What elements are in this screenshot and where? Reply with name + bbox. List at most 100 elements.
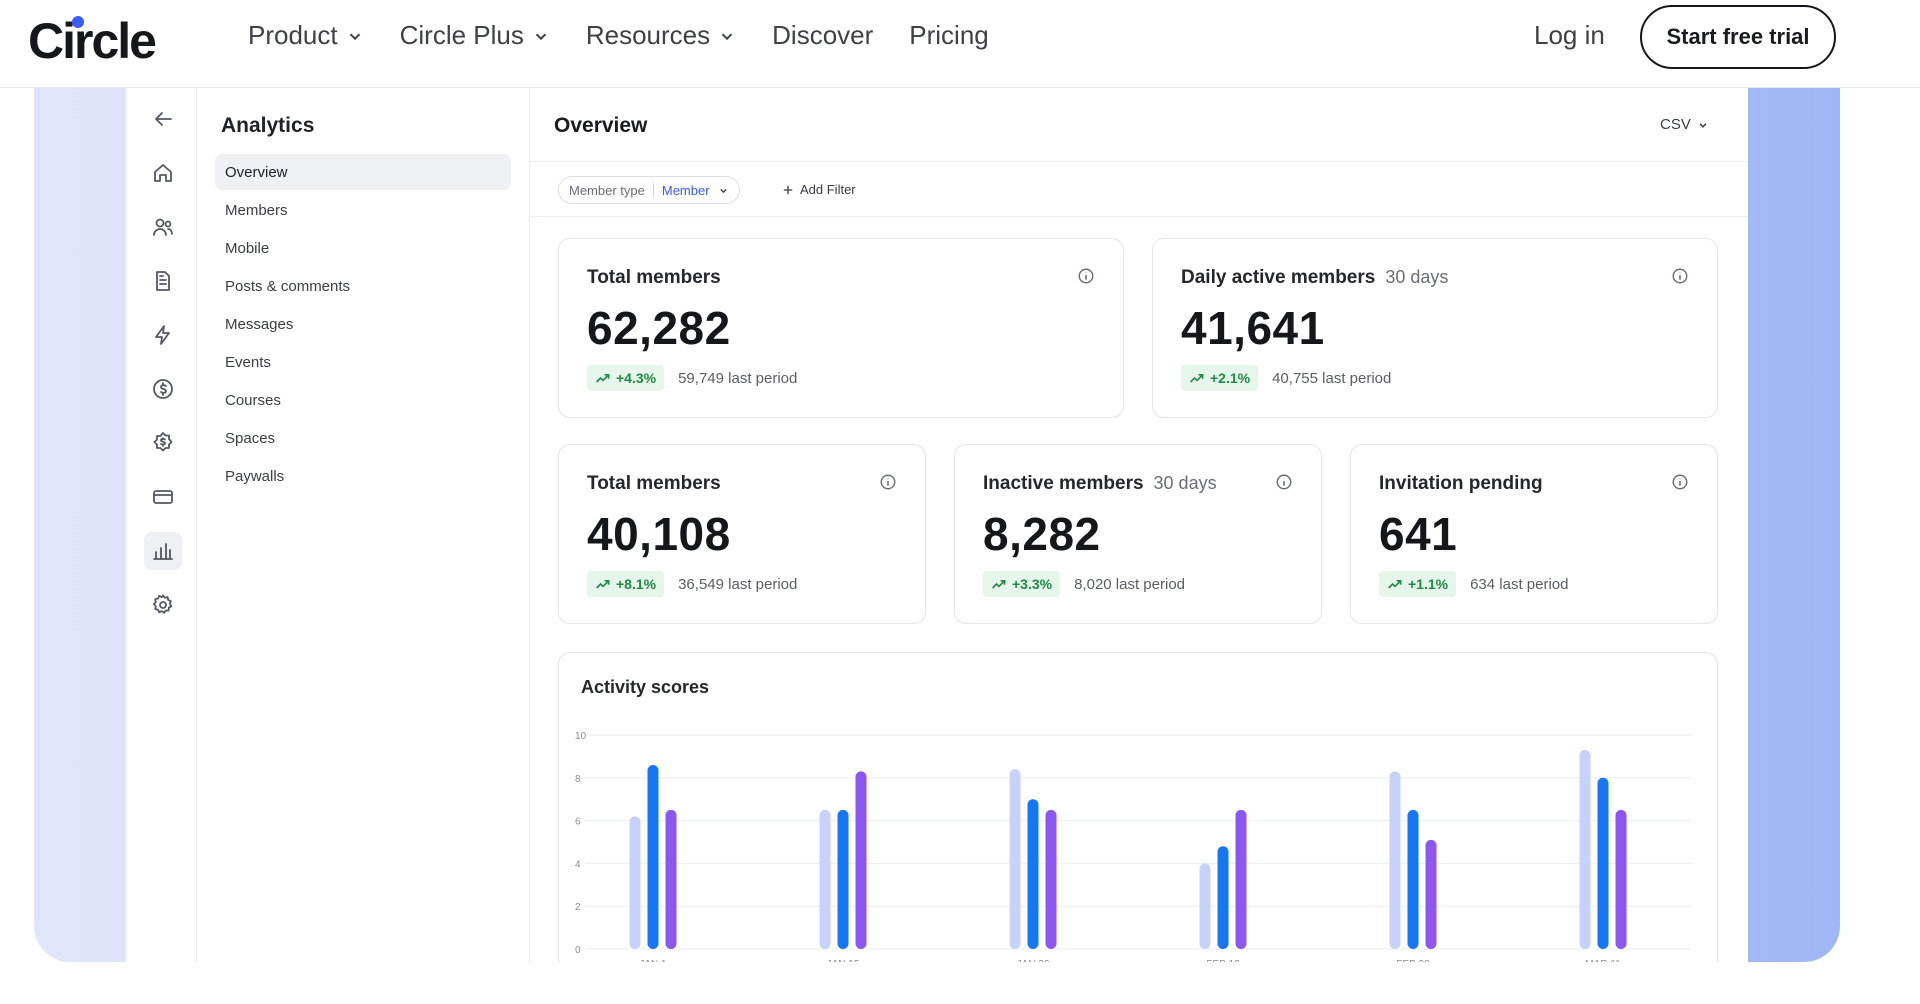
document-icon[interactable] bbox=[144, 262, 182, 300]
nav-product[interactable]: Product bbox=[248, 20, 364, 51]
chart-title: Activity scores bbox=[581, 677, 710, 697]
x-tick-label: JAN 29 bbox=[1017, 959, 1050, 962]
chart-bar bbox=[1579, 749, 1591, 949]
delta-text: +3.3% bbox=[1012, 576, 1053, 592]
chevron-down-icon bbox=[719, 188, 727, 193]
circle-logo[interactable]: Circle bbox=[28, 13, 157, 69]
chart-bar bbox=[1027, 799, 1039, 949]
card-title: Invitation pending bbox=[1379, 473, 1543, 495]
delta-badge: +8.1% bbox=[587, 571, 665, 597]
card-title-text: Total members bbox=[587, 473, 721, 494]
stat-card-total-members: Total members 62,282 +4.3% 59,749 last p… bbox=[558, 238, 1124, 418]
chart-bar bbox=[1217, 846, 1229, 949]
last-period: 40,755 last period bbox=[1272, 369, 1392, 387]
delta-badge: +3.3% bbox=[983, 571, 1061, 597]
last-period: 59,749 last period bbox=[678, 369, 798, 387]
nav-discover[interactable]: Discover bbox=[772, 20, 873, 51]
nav-product-label: Product bbox=[248, 20, 338, 50]
info-icon[interactable] bbox=[1671, 267, 1689, 285]
nav-pricing[interactable]: Pricing bbox=[909, 20, 988, 51]
dollar-icon[interactable] bbox=[144, 370, 182, 408]
chevron-down-icon bbox=[1699, 122, 1707, 128]
delta-badge: +2.1% bbox=[1181, 365, 1259, 391]
sidebar-item-overview[interactable]: Overview bbox=[215, 154, 511, 190]
trend-up-icon bbox=[1190, 374, 1204, 383]
info-icon[interactable] bbox=[1275, 473, 1293, 491]
delta-text: +4.3% bbox=[616, 370, 657, 386]
home-icon[interactable] bbox=[144, 154, 182, 192]
bar-chart-icon[interactable] bbox=[144, 532, 182, 570]
csv-export-dropdown[interactable]: CSV bbox=[1660, 116, 1709, 133]
card-value: 62,282 bbox=[587, 302, 731, 354]
header-divider bbox=[530, 161, 1748, 162]
card-icon[interactable] bbox=[144, 478, 182, 516]
card-footer: +8.1% 36,549 last period bbox=[587, 571, 797, 597]
login-link[interactable]: Log in bbox=[1534, 20, 1605, 50]
nav-pricing-label: Pricing bbox=[909, 20, 989, 50]
chart-bar bbox=[1597, 777, 1609, 949]
chart-bar bbox=[665, 809, 677, 949]
card-title-text: Inactive members bbox=[983, 473, 1144, 494]
card-value: 8,282 bbox=[983, 508, 1101, 560]
y-tick-label: 4 bbox=[575, 859, 581, 870]
info-icon[interactable] bbox=[879, 473, 897, 491]
badge-dollar-icon[interactable] bbox=[144, 424, 182, 462]
chart-bar bbox=[837, 809, 849, 949]
lightning-icon[interactable] bbox=[144, 316, 182, 354]
sidebar-item-paywalls[interactable]: Paywalls bbox=[225, 467, 285, 485]
add-filter-label: Add Filter bbox=[800, 182, 856, 197]
nav-circle-plus[interactable]: Circle Plus bbox=[400, 20, 550, 51]
activity-scores-chart: 0 2 4 6 8 10 JAN 1 JAN 15 JAN 29 FEB 13 FEB 28 MAR … bbox=[575, 731, 1691, 962]
sidebar-item-spaces[interactable]: Spaces bbox=[225, 429, 276, 447]
chevron-down-icon bbox=[535, 32, 547, 40]
delta-text: +2.1% bbox=[1210, 370, 1251, 386]
chip-divider bbox=[652, 183, 654, 197]
chart-bar bbox=[1235, 809, 1247, 949]
sidebar-item-events[interactable]: Events bbox=[225, 353, 271, 371]
member-type-filter-chip[interactable]: Member type Member bbox=[558, 176, 740, 204]
card-subtitle: 30 days bbox=[1153, 473, 1217, 493]
card-title: Inactive members 30 days bbox=[983, 473, 1217, 495]
x-tick-label: FEB 13 bbox=[1206, 959, 1240, 962]
back-arrow-icon[interactable] bbox=[144, 100, 182, 138]
stat-card-total-members-2: Total members 40,108 +8.1% 36,549 last p… bbox=[558, 444, 926, 624]
gear-icon[interactable] bbox=[144, 586, 182, 624]
sidebar-item-posts-comments[interactable]: Posts & comments bbox=[225, 277, 351, 295]
card-footer: +3.3% 8,020 last period bbox=[983, 571, 1185, 597]
filter-value: Member bbox=[661, 182, 710, 198]
trend-up-icon bbox=[992, 580, 1006, 589]
icon-rail bbox=[126, 88, 197, 962]
chart-bar bbox=[1615, 809, 1627, 949]
top-nav: Circle Product Circle Plus Resources Dis… bbox=[0, 0, 1920, 88]
chart-bar bbox=[855, 771, 867, 949]
stat-card-inactive-members: Inactive members 30 days 8,282 +3.3% 8,02… bbox=[954, 444, 1322, 624]
y-tick-label: 6 bbox=[575, 817, 581, 828]
chevron-down-icon bbox=[349, 32, 360, 40]
stat-card-daily-active-members: Daily active members 30 days 41,641 +2.1%… bbox=[1152, 238, 1718, 418]
start-free-trial-button[interactable]: Start free trial bbox=[1640, 5, 1836, 69]
filter-key: Member type bbox=[569, 182, 645, 198]
sidebar-item-members[interactable]: Members bbox=[225, 201, 288, 219]
users-icon[interactable] bbox=[144, 208, 182, 246]
info-icon[interactable] bbox=[1077, 267, 1095, 285]
sidebar-item-mobile[interactable]: Mobile bbox=[225, 239, 270, 257]
card-title: Total members bbox=[587, 267, 721, 289]
sidebar-item-messages[interactable]: Messages bbox=[225, 315, 294, 333]
last-period: 36,549 last period bbox=[678, 575, 798, 593]
logo-dot bbox=[72, 16, 84, 28]
card-title: Total members bbox=[587, 473, 721, 495]
chevron-down-icon bbox=[721, 32, 733, 40]
analytics-sidebar: Analytics Overview Members Mobile Posts … bbox=[197, 88, 530, 962]
add-filter-button[interactable]: Add Filter bbox=[782, 182, 856, 197]
card-title-text: Invitation pending bbox=[1379, 473, 1543, 494]
card-subtitle: 30 days bbox=[1385, 267, 1449, 287]
sidebar-item-courses[interactable]: Courses bbox=[225, 391, 281, 409]
card-title-text: Daily active members bbox=[1181, 267, 1376, 288]
card-value: 641 bbox=[1379, 508, 1458, 560]
info-icon[interactable] bbox=[1671, 473, 1689, 491]
card-title: Daily active members 30 days bbox=[1181, 267, 1448, 289]
nav-resources[interactable]: Resources bbox=[586, 20, 736, 51]
card-footer: +2.1% 40,755 last period bbox=[1181, 365, 1391, 391]
y-tick-label: 8 bbox=[575, 774, 581, 785]
chart-bar bbox=[629, 816, 641, 949]
